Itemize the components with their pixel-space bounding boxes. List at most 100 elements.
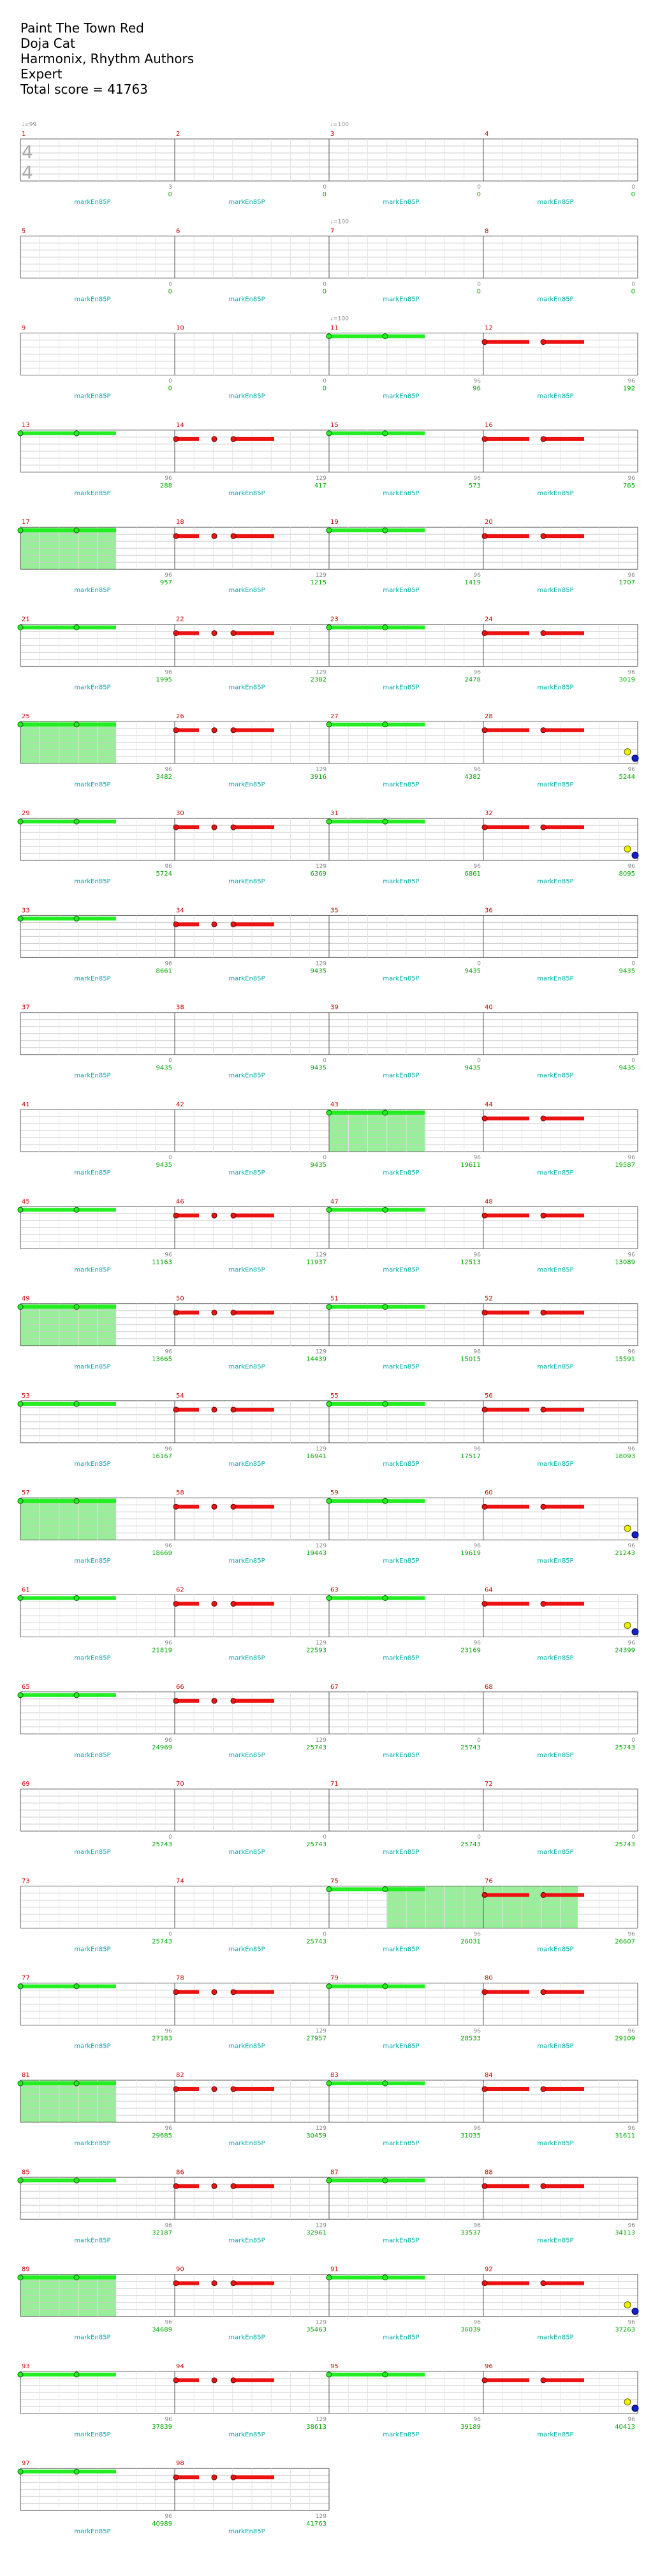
measure-points: 129 [316,960,326,967]
measure-number: 91 [330,2266,339,2273]
green-sustain-bar [329,1208,425,1212]
cumulative-score: 19587 [615,1162,635,1169]
red-sustain-bar [485,2087,529,2091]
measure-points: 96 [165,767,173,773]
red-note [211,1503,217,1510]
cumulative-score: 25743 [306,1841,326,1848]
cumulative-score: 9435 [311,1162,326,1169]
red-note [230,727,237,734]
author-credit: markEn85P [537,1169,573,1176]
measure-points: 0 [168,1058,172,1064]
measure-points: 129 [316,670,326,676]
measure-number: 44 [485,1101,493,1108]
tempo-marker: ♩=100 [330,122,349,128]
red-sustain-bar [485,1602,529,1606]
measure-points: 96 [474,2320,481,2326]
green-sustain-bar [329,820,425,824]
author-credit: markEn85P [74,781,110,788]
red-note [230,533,237,539]
measure-number: 19 [330,519,339,526]
measure-number: 22 [176,616,184,623]
measure-points: 0 [631,1834,635,1841]
green-note [326,1206,332,1213]
cumulative-score: 2382 [311,677,326,684]
cumulative-score: 13665 [152,1356,172,1363]
author-credit: markEn85P [74,1073,110,1080]
red-note [481,727,488,734]
cumulative-score: 21243 [615,1550,635,1557]
author-credit: markEn85P [537,1461,573,1468]
red-sustain-bar [233,2378,274,2382]
red-note [540,1989,547,1995]
red-note [211,824,217,830]
red-note [230,1407,237,1413]
cumulative-score: 25743 [615,1841,635,1848]
red-note [211,1407,217,1413]
blue-note [631,851,639,859]
measure-points: 129 [316,1543,326,1549]
measure-number: 3 [330,131,334,138]
green-note [17,915,24,922]
measure-points: 0 [631,281,635,287]
green-sustain-bar [20,1693,116,1697]
cumulative-score: 9435 [619,967,635,974]
author-credit: markEn85P [383,2334,419,2341]
red-note [481,1601,488,1607]
blue-note [631,2405,639,2412]
cumulative-score: 36039 [460,2327,481,2334]
red-note [230,2474,237,2480]
green-sustain-bar [329,334,425,338]
author-credit: markEn85P [383,296,419,303]
red-note [540,727,547,734]
author-credit: markEn85P [383,1073,419,1080]
red-sustain-bar [485,1213,529,1218]
measure-points: 96 [628,1155,636,1161]
green-note [73,1304,80,1310]
staff-row: 5 6 7 800markEn85P00markEn85P00markEn85P00m… [20,228,638,303]
cumulative-score: 0 [323,288,326,295]
measure-points: 0 [168,1834,172,1841]
red-note [211,2183,217,2189]
measure-points: 129 [316,2417,326,2423]
green-sustain-bar [20,820,116,824]
author-credit: markEn85P [383,1752,419,1759]
green-note [17,625,24,630]
green-sustain-bar [20,2470,116,2474]
green-sustain-bar [20,2081,116,2085]
measure-number: 49 [22,1296,30,1303]
green-note [73,2371,80,2378]
author-credit: markEn85P [228,2043,265,2050]
red-sustain-bar [543,1990,584,1994]
measure-points: 129 [316,1640,326,1647]
measure-points: 96 [474,475,481,482]
author-credit: markEn85P [228,2237,265,2244]
green-note [382,333,388,340]
cumulative-score: 11163 [152,1259,172,1266]
measure-points: 129 [316,1349,326,1356]
measure-number: 29 [22,810,30,817]
measure-number: 47 [330,1198,339,1205]
staff-row: 9 10 11 1200markEn85P00markEn85P9696markEn8… [20,325,638,400]
measure-number: 51 [330,1296,339,1303]
measure-points: 96 [165,572,173,579]
measure-points: 96 [165,2417,173,2423]
cumulative-score: 34113 [615,2229,635,2236]
staff-row: 73 74 75 76025743markEn85P025743markEn85P96… [20,1878,638,1953]
author-credit: markEn85P [383,1655,419,1662]
staff-row: 85 86 87 889632187markEn85P12932961markEn85… [17,2169,638,2244]
measure-number: 86 [176,2169,184,2176]
tempo-marker: ♩=99 [22,122,37,128]
red-sustain-bar [176,2184,199,2189]
author-credit: markEn85P [74,1849,110,1856]
author-credit: markEn85P [74,1558,110,1565]
green-sustain-bar [329,2275,425,2280]
red-sustain-bar [176,2378,199,2382]
red-note [481,2377,488,2384]
measure-number: 41 [22,1101,30,1108]
measure-points: 96 [165,670,173,676]
green-note [17,2371,24,2378]
measure-points: 96 [165,960,173,967]
measure-number: 55 [330,1393,339,1400]
measure-points: 96 [474,1640,481,1647]
cumulative-score: 417 [314,482,326,489]
